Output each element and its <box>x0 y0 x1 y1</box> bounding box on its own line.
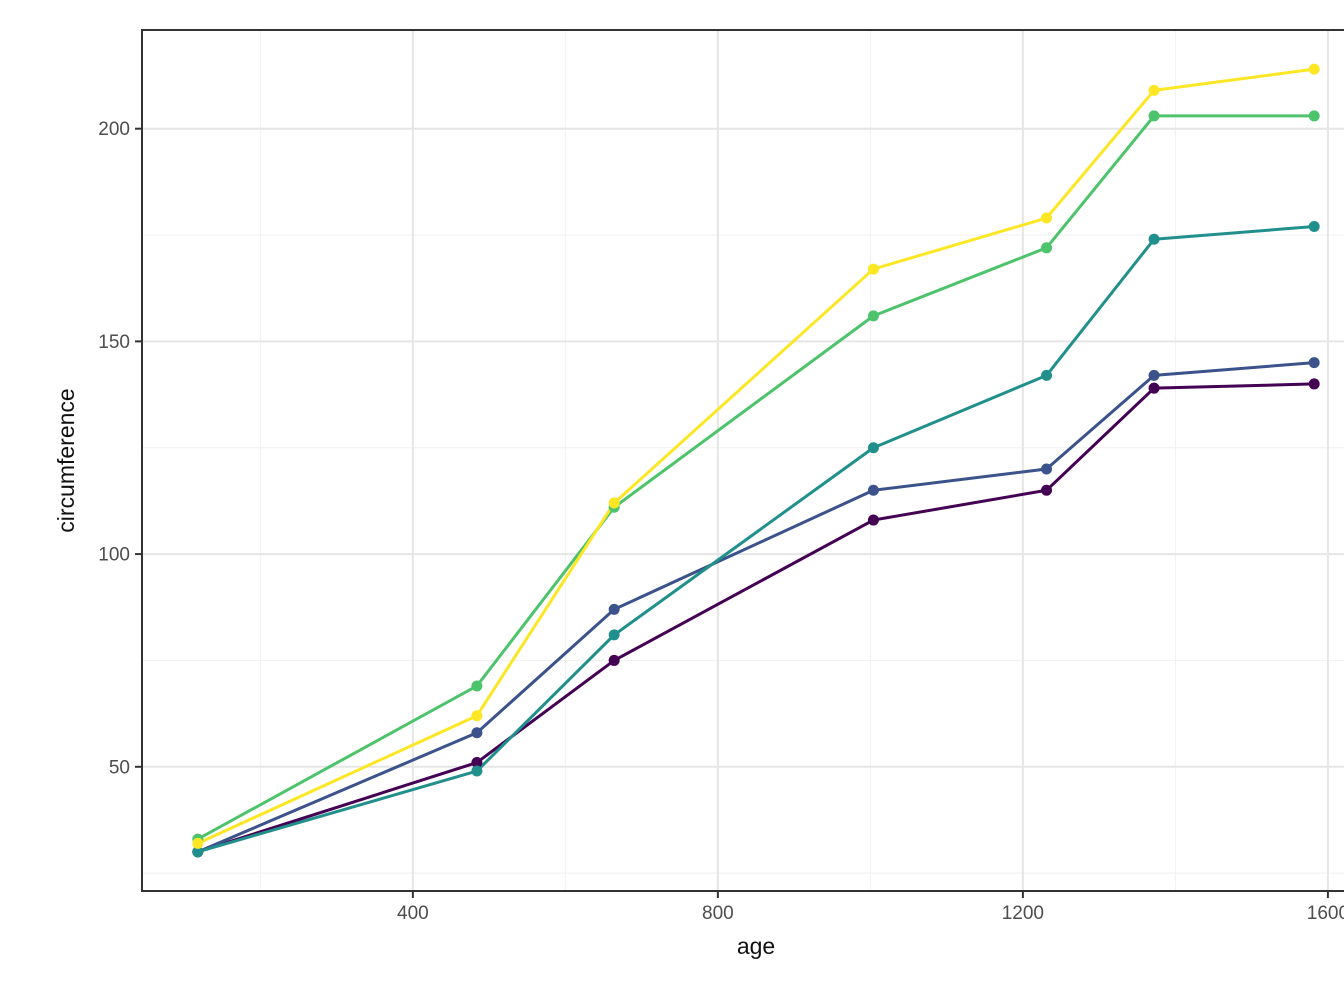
series-point-blue <box>471 727 483 739</box>
series-point-teal <box>1148 233 1160 245</box>
x-tick-label: 800 <box>702 903 734 924</box>
series-point-purple <box>471 757 483 769</box>
series-point-blue <box>608 603 620 615</box>
chart-canvas: 400 800 1200 1600 50 100 150 200 age circumferenc… <box>40 16 1344 976</box>
y-tick-label: 200 <box>98 119 130 140</box>
line-chart-figure: 400 800 1200 1600 50 100 150 200 age circumferenc… <box>40 16 1344 976</box>
series-point-teal <box>192 846 204 858</box>
series-point-green <box>1148 110 1160 122</box>
series-point-purple <box>867 514 879 526</box>
series-point-purple <box>608 654 620 666</box>
series-point-yellow <box>608 497 620 509</box>
series-point-yellow <box>192 837 204 849</box>
series-point-blue <box>867 484 879 496</box>
panel-border <box>141 29 1344 892</box>
series-point-yellow <box>471 710 483 722</box>
y-tick-label: 150 <box>98 332 130 353</box>
plot-panel <box>142 30 1344 891</box>
y-axis-title: circumference <box>53 388 79 532</box>
series-point-blue <box>1148 369 1160 381</box>
series-point-blue <box>1308 357 1320 369</box>
series-point-yellow <box>867 263 879 275</box>
series-point-teal <box>867 442 879 454</box>
series-point-teal <box>471 765 483 777</box>
series-point-yellow <box>1041 212 1053 224</box>
x-tick-label: 1200 <box>1002 903 1044 924</box>
series-point-green <box>1041 242 1053 254</box>
series-point-green <box>471 680 483 692</box>
series-point-yellow <box>1308 63 1320 75</box>
series-point-teal <box>608 629 620 641</box>
series-point-teal <box>1041 369 1053 381</box>
series-point-teal <box>1308 221 1320 233</box>
series-point-green <box>1308 110 1320 122</box>
series-point-yellow <box>1148 84 1160 96</box>
series-point-purple <box>1041 484 1053 496</box>
x-tick-label: 1600 <box>1307 903 1344 924</box>
series-point-purple <box>1308 378 1320 390</box>
series-point-green <box>867 310 879 322</box>
series-point-blue <box>1041 463 1053 475</box>
x-tick-label: 400 <box>397 903 429 924</box>
y-tick-label: 50 <box>109 757 130 778</box>
y-tick-label: 100 <box>98 545 130 566</box>
series-point-purple <box>1148 382 1160 394</box>
x-axis-title: age <box>737 933 775 959</box>
